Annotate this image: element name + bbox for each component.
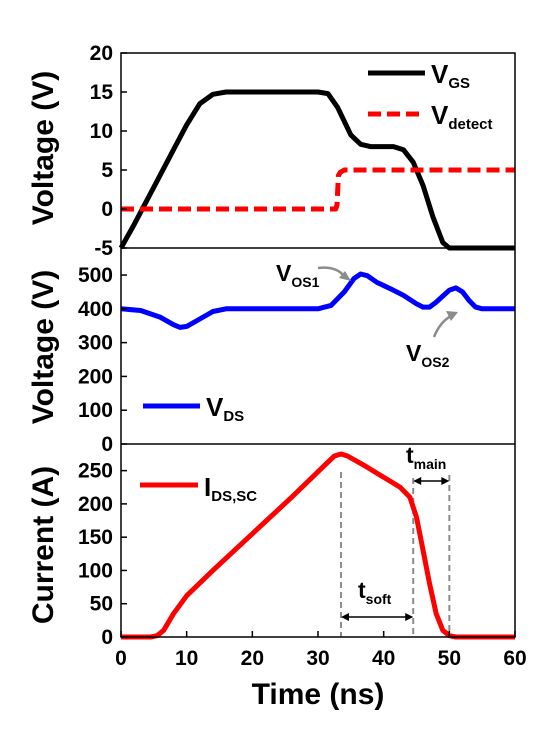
- panel-2-y-axis-label: Voltage (V): [27, 270, 60, 424]
- annotation-vos1-main: V: [276, 260, 292, 286]
- annotation-vos2: VOS2: [406, 311, 458, 370]
- panel-3-y-axis-label: Current (A): [27, 466, 60, 624]
- panel-3-y-tick-label: 200: [78, 493, 113, 516]
- figure-frame: [120, 52, 516, 638]
- legend-vgs-sub: GS: [448, 75, 470, 92]
- x-axis-label: Time (ns): [252, 678, 385, 711]
- marker-tmain-sub: main: [414, 456, 447, 472]
- legend-vdetect-label: Vdetect: [431, 100, 493, 133]
- legend-vgs-main: V: [431, 59, 449, 89]
- panel-1-series-line-0: [118, 89, 515, 251]
- x-tick-label: 0: [115, 647, 127, 670]
- legend-ids-label: IDS,SC: [204, 472, 257, 505]
- panel-1-y-tick-label: 20: [90, 42, 113, 65]
- panel-2-y-tick-label: 0: [101, 433, 113, 456]
- panel-3-y-tick-label: 0: [101, 626, 113, 649]
- panel-1-plot-area: [118, 89, 515, 251]
- panel-2-series-line-0: [120, 271, 515, 330]
- annotation-vos1: VOS1: [276, 260, 351, 290]
- marker-tmain-main: t: [406, 442, 414, 468]
- x-tick-label: 30: [306, 647, 329, 670]
- legend-vds: VDS: [143, 392, 244, 425]
- panel-3-series-line-0: [121, 451, 515, 640]
- legend-vds-label: VDS: [206, 392, 244, 425]
- panel-3-plot-area: [121, 451, 515, 640]
- panel-3-y-tick-label: 50: [90, 593, 113, 616]
- legend-vdetect-sub: detect: [448, 116, 492, 133]
- panel-2-y-tick-label: 400: [78, 298, 113, 321]
- panel-1-y-ticks: -5 0 5 10 15 20: [90, 42, 127, 260]
- x-tick-label: 50: [438, 647, 461, 670]
- annotation-vos2-arrow: [432, 314, 452, 338]
- panel-3-y-tick-label: 250: [78, 460, 113, 483]
- panel-2-y-tick-label: 500: [78, 264, 113, 287]
- interval-arrowhead-left: [340, 613, 349, 621]
- legend-ids-sub: DS,SC: [211, 488, 257, 505]
- panel-3-y-tick-label: 150: [78, 526, 113, 549]
- legend-vdetect-main: V: [431, 100, 449, 130]
- panel-3-time-markers: [339, 472, 451, 637]
- marker-tsoft-label: tsoft: [358, 577, 392, 607]
- panel-2-y-tick-label: 100: [78, 399, 113, 422]
- annotation-vos2-arrowhead: [446, 311, 458, 321]
- x-tick-label: 40: [372, 647, 395, 670]
- legend-vds-sub: DS: [223, 408, 244, 425]
- panel-3-current: 0 50 100 150 200 250 0 10 20 30 40 50 60 Current (A…: [27, 442, 527, 711]
- interval-arrowhead-right: [405, 613, 414, 621]
- panel-2-y-ticks: 0 100 200 300 400 500: [78, 264, 127, 456]
- legend-ids-main: I: [204, 472, 211, 502]
- panel-1-y-tick-label: 15: [90, 81, 114, 104]
- panel-2-y-tick-label: 300: [78, 332, 113, 355]
- panel-3-y-tick-label: 100: [78, 559, 113, 582]
- annotation-vos1-label: VOS1: [276, 260, 320, 290]
- panel-1-y-tick-label: 10: [90, 120, 113, 143]
- panel-1-y-tick-label: 5: [101, 159, 113, 182]
- marker-tsoft-main: t: [358, 577, 366, 603]
- annotation-vos1-arrow: [317, 266, 345, 277]
- panel-1-y-axis-label: Voltage (V): [27, 71, 60, 225]
- legend-vdetect: Vdetect: [368, 100, 493, 133]
- x-tick-label: 60: [503, 647, 526, 670]
- panel-1-series-line-1: [121, 167, 515, 212]
- panel-2-y-tick-label: 200: [78, 365, 113, 388]
- annotation-vos2-label: VOS2: [406, 340, 450, 370]
- interval-arrowhead-left: [413, 477, 422, 485]
- marker-tsoft-sub: soft: [366, 591, 392, 607]
- annotation-vos1-arrowhead: [339, 271, 351, 281]
- panel-3-y-ticks: 0 50 100 150 200 250: [78, 460, 127, 649]
- annotation-vos1-sub: OS1: [291, 274, 319, 290]
- panel-1-y-tick-label: 0: [101, 198, 113, 221]
- x-tick-label: 10: [175, 647, 198, 670]
- legend-ids: IDS,SC: [140, 472, 257, 505]
- x-tick-label: 20: [241, 647, 264, 670]
- interval-arrowhead-right: [441, 477, 450, 485]
- marker-tmain-label: tmain: [406, 442, 446, 472]
- legend-vds-main: V: [206, 392, 224, 422]
- legend-vgs-label: VGS: [431, 59, 470, 92]
- annotation-vos2-main: V: [406, 340, 422, 366]
- annotation-vos2-sub: OS2: [421, 354, 449, 370]
- legend-vgs: VGS: [368, 59, 470, 92]
- panel-2-plot-area: [120, 271, 515, 330]
- panel-1-y-tick-label: -5: [94, 237, 113, 260]
